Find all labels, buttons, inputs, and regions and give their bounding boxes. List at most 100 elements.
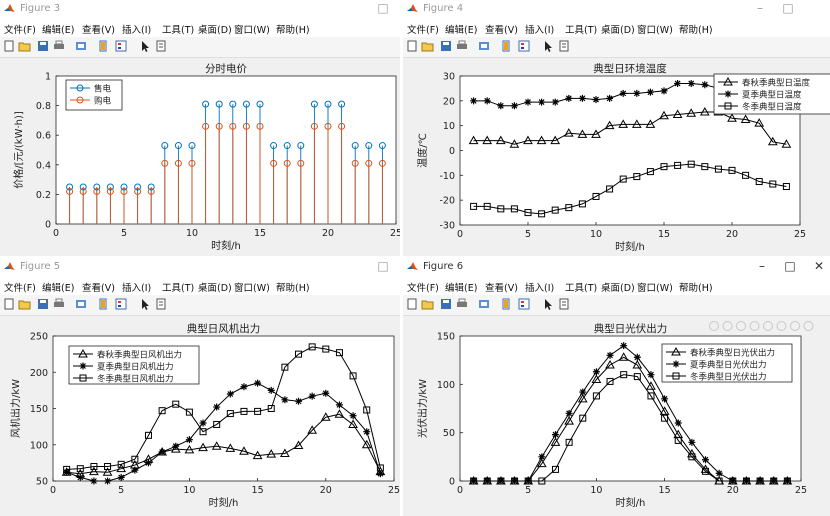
maximize-button[interactable]: □ <box>782 1 794 15</box>
new-figure-icon[interactable] <box>405 297 419 311</box>
brush-icon[interactable] <box>709 321 719 331</box>
menu-item[interactable]: 工具(T) <box>565 25 598 36</box>
menu-item[interactable]: 桌面(D) <box>198 25 232 36</box>
menu-item[interactable]: 编辑(E) <box>42 25 75 36</box>
zoom-in-icon[interactable] <box>776 321 787 331</box>
x-tick-label: 25 <box>390 228 400 239</box>
colorbar-icon[interactable] <box>96 39 110 53</box>
save-icon[interactable] <box>439 39 453 53</box>
menu-item[interactable]: 文件(F) <box>407 25 439 36</box>
property-editor-icon[interactable] <box>557 297 571 311</box>
pointer-icon[interactable] <box>138 39 152 53</box>
link-plot-icon[interactable] <box>477 39 491 53</box>
link-plot-icon[interactable] <box>74 39 88 53</box>
menu-item[interactable]: 编辑(E) <box>445 25 478 36</box>
zoom-out-icon[interactable] <box>790 321 800 331</box>
open-file-icon[interactable] <box>421 297 435 311</box>
x-tick-label: 20 <box>726 229 738 240</box>
data-point <box>659 110 669 120</box>
link-plot-icon[interactable] <box>74 297 88 311</box>
print-icon[interactable] <box>455 39 469 53</box>
data-point <box>497 102 505 110</box>
menu-item[interactable]: 插入(I) <box>525 25 555 36</box>
pan-icon[interactable] <box>763 321 773 331</box>
legend-icon[interactable] <box>517 39 531 53</box>
close-button[interactable]: ✕ <box>813 259 825 273</box>
maximize-button[interactable]: □ <box>784 259 796 273</box>
menu-item[interactable]: 桌面(D) <box>601 283 635 294</box>
data-point <box>172 442 180 450</box>
menu-item[interactable]: 插入(I) <box>122 25 152 36</box>
menu-item[interactable]: 文件(F) <box>4 283 36 294</box>
menu-item[interactable]: 桌面(D) <box>198 283 232 294</box>
legend-icon[interactable] <box>114 297 128 311</box>
legend-marker-group <box>671 346 681 356</box>
save-icon[interactable] <box>36 297 50 311</box>
property-editor-icon[interactable] <box>557 39 571 53</box>
menu-item[interactable]: 帮助(H) <box>679 283 713 294</box>
menu-item[interactable]: 工具(T) <box>162 283 195 294</box>
menu-item[interactable]: 帮助(H) <box>276 283 310 294</box>
menu-item[interactable]: 文件(F) <box>4 25 36 36</box>
colorbar-icon[interactable] <box>499 297 513 311</box>
data-point <box>688 438 696 446</box>
link-plot-icon[interactable] <box>477 297 491 311</box>
export-icon[interactable] <box>722 321 733 331</box>
legend-icon[interactable] <box>114 39 128 53</box>
pointer-icon[interactable] <box>138 297 152 311</box>
legend-marker <box>724 90 732 98</box>
menu-item[interactable]: 插入(I) <box>525 283 555 294</box>
open-file-icon[interactable] <box>18 297 32 311</box>
chart: 典型日环境温度 0 5 10 15 20 25 -30 -20 -10 0 10 20 30 时刻/h 温度/… <box>416 62 830 253</box>
maximize-button[interactable]: □ <box>377 1 389 15</box>
colorbar-icon[interactable] <box>499 39 513 53</box>
menu-item[interactable]: 桌面(D) <box>601 25 635 36</box>
data-point <box>551 431 559 439</box>
menu-item[interactable]: 窗口(W) <box>637 283 673 294</box>
data-tip-icon[interactable] <box>749 321 760 331</box>
save-icon[interactable] <box>439 297 453 311</box>
open-file-icon[interactable] <box>18 39 32 53</box>
rotate-icon[interactable] <box>736 321 746 331</box>
data-point <box>646 168 654 176</box>
menu-item[interactable]: 帮助(H) <box>276 25 310 36</box>
menu-item[interactable]: 编辑(E) <box>445 283 478 294</box>
menu-item[interactable]: 查看(V) <box>82 25 115 36</box>
maximize-button[interactable]: □ <box>377 259 389 273</box>
minimize-button[interactable]: – <box>759 259 765 273</box>
print-icon[interactable] <box>52 39 66 53</box>
menu-item[interactable]: 查看(V) <box>82 283 115 294</box>
pointer-icon[interactable] <box>541 39 555 53</box>
colorbar-icon[interactable] <box>96 297 110 311</box>
pointer-icon[interactable] <box>541 297 555 311</box>
menu-item[interactable]: 编辑(E) <box>42 283 75 294</box>
property-editor-icon[interactable] <box>154 39 168 53</box>
menu-item[interactable]: 文件(F) <box>407 283 439 294</box>
menu-item[interactable]: 窗口(W) <box>637 25 673 36</box>
save-icon[interactable] <box>36 39 50 53</box>
print-icon[interactable] <box>52 297 66 311</box>
menu-item[interactable]: 查看(V) <box>485 283 518 294</box>
menu-item[interactable]: 工具(T) <box>162 25 195 36</box>
home-icon[interactable] <box>803 321 814 331</box>
print-icon[interactable] <box>455 297 469 311</box>
stem-marker <box>174 159 182 167</box>
menu-item[interactable]: 工具(T) <box>565 283 598 294</box>
menu-item[interactable]: 窗口(W) <box>234 283 270 294</box>
data-point <box>76 465 84 473</box>
new-figure-icon[interactable] <box>405 39 419 53</box>
menu-item[interactable]: 查看(V) <box>485 25 518 36</box>
property-editor-icon[interactable] <box>154 297 168 311</box>
menu-item[interactable]: 窗口(W) <box>234 25 270 36</box>
minimize-button[interactable]: – <box>757 1 763 15</box>
data-point <box>267 386 275 394</box>
legend-marker-group <box>672 360 680 368</box>
menu-item[interactable]: 插入(I) <box>122 283 152 294</box>
menu-item[interactable]: 帮助(H) <box>679 25 713 36</box>
new-figure-icon[interactable] <box>2 39 16 53</box>
legend-icon[interactable] <box>517 297 531 311</box>
y-tick-label: 20 <box>443 96 455 107</box>
menu-bar: 文件(F) 编辑(E) 查看(V) 插入(I) 工具(T) 桌面(D) 窗口(W) 帮助(H) <box>0 277 400 295</box>
new-figure-icon[interactable] <box>2 297 16 311</box>
open-file-icon[interactable] <box>421 39 435 53</box>
